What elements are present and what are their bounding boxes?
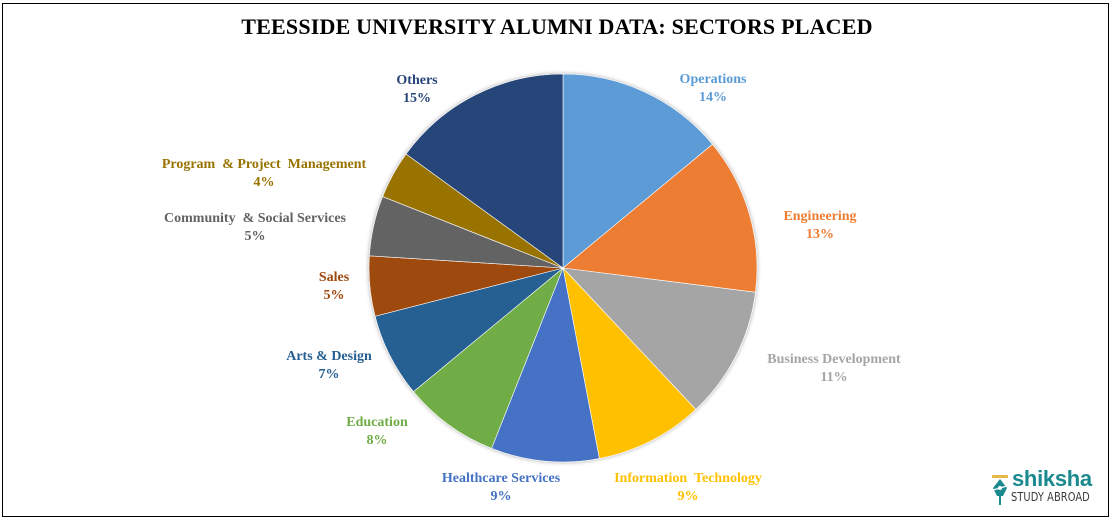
data-label-education: Education 8% — [346, 414, 407, 450]
data-label-value: 8% — [366, 433, 388, 448]
data-label-business-development: Business Development 11% — [767, 351, 900, 387]
pie-slice-engineering — [562, 143, 758, 293]
data-label-engineering: Engineering 13% — [783, 208, 856, 244]
data-label-name: Community & Social Services — [164, 211, 346, 226]
data-label-name: Education — [346, 415, 408, 430]
data-label-value: 5% — [323, 288, 345, 303]
data-label-arts-design: Arts & Design 7% — [286, 348, 372, 384]
pie-slice-business-development — [562, 267, 756, 410]
data-label-healthcare-services: Healthcare Services 9% — [442, 470, 560, 506]
pie-slice-education — [413, 267, 564, 449]
data-label-value: 5% — [244, 229, 266, 244]
data-label-name: Business Development — [767, 352, 901, 367]
data-label-operations: Operations 14% — [680, 71, 747, 107]
data-label-program-project-management: Program & Project Management 4% — [162, 156, 366, 192]
pen-nib-icon — [992, 475, 1008, 505]
data-label-name: Others — [396, 73, 438, 88]
data-label-value: 13% — [806, 227, 834, 242]
data-label-value: 9% — [677, 489, 699, 504]
data-label-others: Others 15% — [396, 72, 437, 108]
data-label-name: Sales — [318, 270, 350, 285]
data-label-information-technology: Information Technology 9% — [614, 470, 762, 506]
shiksha-logo: shiksha STUDY ABROAD — [990, 466, 1100, 510]
data-label-name: Healthcare Services — [441, 471, 561, 486]
data-label-value: 14% — [698, 90, 727, 105]
data-label-value: 4% — [253, 175, 275, 190]
data-label-value: 9% — [490, 489, 512, 504]
data-label-community-social-services: Community & Social Services 5% — [164, 210, 346, 246]
pie-slice-others — [405, 73, 564, 269]
data-label-sales: Sales 5% — [319, 269, 349, 305]
data-label-value: 11% — [820, 370, 848, 385]
data-label-value: 15% — [403, 91, 431, 106]
chart-title: TEESSIDE UNIVERSITY ALUMNI DATA: SECTORS… — [241, 14, 873, 39]
logo-subtitle: STUDY ABROAD — [1011, 490, 1090, 504]
pie-slice-operations — [562, 73, 713, 269]
data-label-name: Information Technology — [614, 471, 762, 486]
pie-slice-healthcare-services — [491, 266, 600, 463]
logo-wordmark: shiksha — [1012, 466, 1092, 491]
data-label-name: Operations — [679, 72, 747, 87]
data-label-name: Program & Project Management — [161, 157, 367, 172]
data-label-value: 7% — [318, 367, 340, 382]
pie-slice-information-technology — [562, 267, 697, 459]
data-label-name: Arts & Design — [286, 349, 372, 364]
data-label-name: Engineering — [783, 209, 857, 224]
